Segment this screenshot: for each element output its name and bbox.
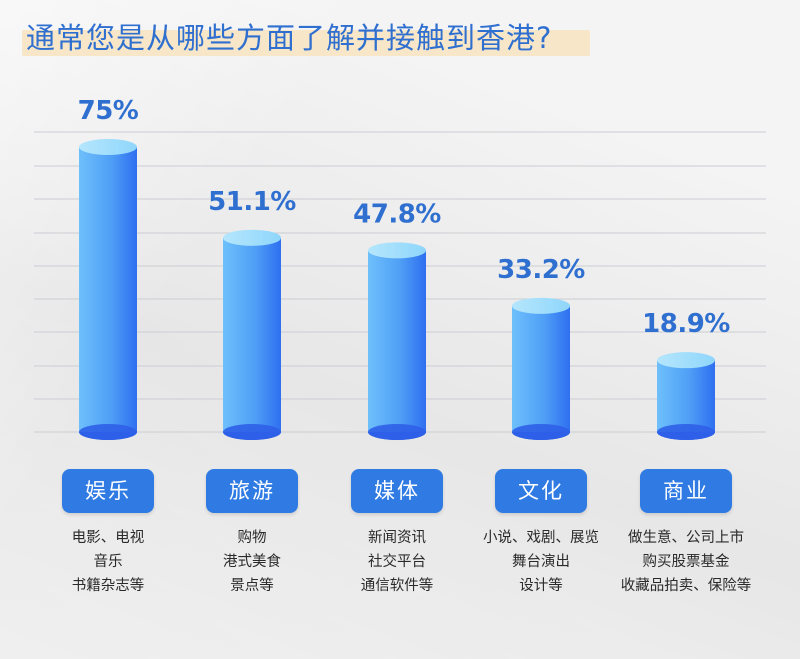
category-description: 做生意、公司上市 购买股票基金收藏品拍卖、保险等 — [601, 526, 771, 598]
bar-base — [657, 424, 715, 440]
bar-旅游: 51.1% — [208, 187, 297, 440]
bar-娱乐: 75% — [78, 96, 139, 440]
description-line: 景点等 — [230, 578, 274, 594]
description-line: 港式美食 — [223, 554, 281, 570]
category-description: 小说、戏剧、展览 舞台演出设计等 — [456, 526, 626, 598]
title-highlight — [22, 30, 590, 56]
bar-base — [512, 424, 570, 440]
chart-title: 通常您是从哪些方面了解并接触到香港? — [26, 21, 553, 55]
category-label-box: 商业 — [640, 469, 732, 513]
description-line: 新闻资讯 — [368, 530, 426, 546]
bar-商业: 18.9% — [642, 309, 731, 440]
bar-body — [223, 237, 281, 432]
bar-top-ellipse — [657, 352, 715, 369]
description-line: 小说、戏剧、展览 — [483, 530, 599, 546]
description-line: 做生意、公司上市 — [628, 530, 744, 546]
value-label: 33.2% — [497, 255, 585, 285]
category-description: 购物 港式美食 景点等 — [167, 526, 337, 598]
description-line: 电影、电视 — [71, 530, 145, 546]
category-label-box: 文化 — [495, 469, 587, 513]
description-line: 购物 — [237, 530, 267, 546]
bar-base — [79, 424, 137, 440]
category-label-box: 旅游 — [206, 469, 298, 513]
bar-base — [223, 424, 281, 440]
value-label: 75% — [78, 96, 139, 126]
description-line: 社交平台 — [368, 554, 426, 570]
description-line: 收藏品拍卖、保险等 — [620, 578, 752, 594]
bar-top-ellipse — [79, 139, 137, 155]
category-description: 电影、电视音乐书籍杂志等 — [23, 526, 193, 598]
bar-top-ellipse — [512, 297, 570, 314]
category-label-box: 媒体 — [351, 469, 443, 513]
bar-body — [368, 250, 426, 432]
description-line: 音乐 — [93, 554, 123, 570]
description-line: 舞台演出 — [512, 554, 570, 570]
bar-文化: 33.2% — [497, 255, 586, 440]
description-line: 设计等 — [519, 578, 563, 594]
bar-body — [79, 147, 137, 432]
category-label-box: 娱乐 — [62, 469, 154, 513]
bar-媒体: 47.8% — [353, 199, 442, 440]
bar-top-ellipse — [223, 229, 281, 246]
value-label: 47.8% — [353, 199, 441, 229]
value-label: 51.1% — [208, 187, 296, 217]
description-line: 书籍杂志等 — [71, 578, 145, 594]
bar-body — [512, 305, 570, 432]
value-label: 18.9% — [642, 309, 730, 339]
bar-top-ellipse — [368, 242, 426, 259]
category-description: 新闻资讯社交平台通信软件等 — [312, 526, 482, 598]
description-line: 购买股票基金 — [642, 554, 730, 570]
bar-base — [368, 424, 426, 440]
description-line: 通信软件等 — [360, 578, 434, 594]
bar-body — [657, 360, 715, 432]
